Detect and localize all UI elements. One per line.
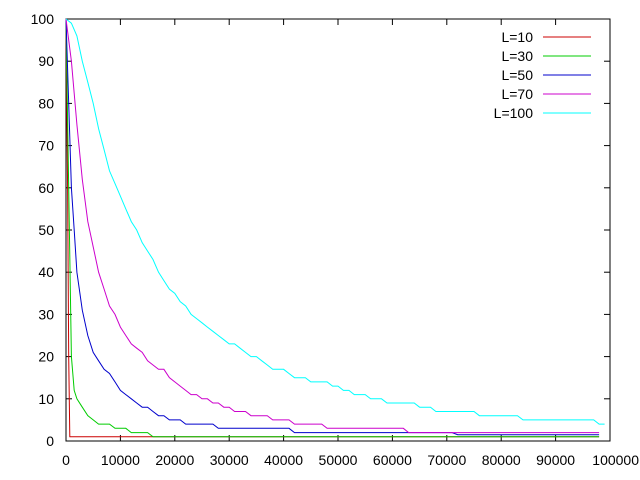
x-tick-label: 0 [62, 452, 70, 468]
y-tick-label: 30 [38, 306, 54, 322]
y-tick-label: 40 [38, 264, 54, 280]
tick-group: 0 10 20 30 40 50 60 70 80 90 100 0 10000 20000 30000 40… [31, 11, 640, 468]
y-tick-label: 10 [38, 391, 54, 407]
y-tick-label: 80 [38, 95, 54, 111]
x-tick-label: 50000 [319, 452, 358, 468]
y-tick-label: 90 [38, 53, 54, 69]
legend-label: L=50 [501, 67, 533, 83]
x-tick-label: 100000 [592, 452, 639, 468]
x-tick-label: 30000 [210, 452, 249, 468]
x-tick-label: 20000 [155, 452, 194, 468]
legend-label: L=10 [501, 29, 533, 45]
y-tick-label: 50 [38, 222, 54, 238]
y-tick-label: 70 [38, 138, 54, 154]
series-line-l-100 [65, 18, 605, 425]
y-tick-label: 0 [46, 433, 54, 449]
x-tick-label: 90000 [536, 452, 575, 468]
series-line-l-50 [65, 18, 600, 436]
x-tick-label: 40000 [264, 452, 303, 468]
y-tick-label: 100 [31, 11, 55, 27]
series-line-l-70 [65, 18, 600, 434]
series-line-l-30 [65, 18, 600, 438]
x-tick-label: 60000 [373, 452, 412, 468]
y-tick-label: 60 [38, 180, 54, 196]
series-group [65, 18, 605, 438]
legend-label: L=100 [494, 105, 534, 121]
x-tick-label: 10000 [101, 452, 140, 468]
x-tick-label: 70000 [427, 452, 466, 468]
y-tick-label: 20 [38, 349, 54, 365]
legend-label: L=70 [501, 86, 533, 102]
legend: L=10 L=30 L=50 L=70 L=100 [494, 29, 591, 121]
x-tick-label: 80000 [482, 452, 521, 468]
legend-label: L=30 [501, 48, 533, 64]
